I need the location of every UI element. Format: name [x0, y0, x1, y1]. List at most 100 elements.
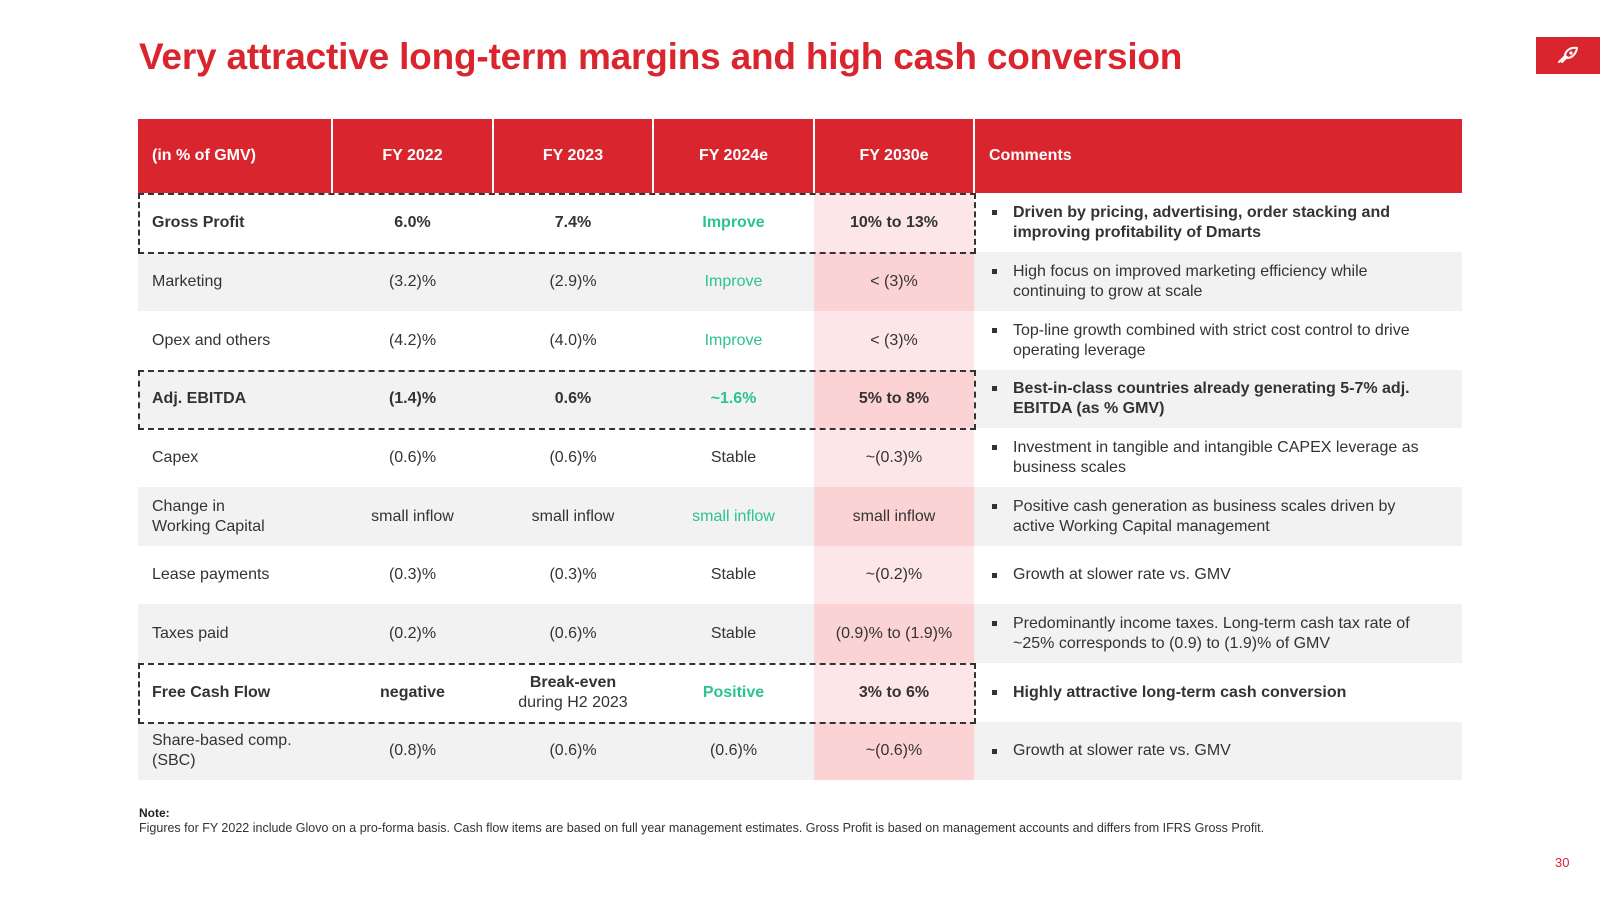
- note-label: Note:: [139, 806, 170, 820]
- page-number: 30: [1555, 855, 1570, 870]
- cell-comment: Positive cash generation as business sca…: [974, 487, 1462, 546]
- cell-fy2023: small inflow: [493, 487, 653, 546]
- row-label-line2: Working Capital: [152, 517, 265, 535]
- header-fy2022: FY 2022: [332, 119, 494, 193]
- table-row-free-cash-flow: Free Cash Flow negative Break-even durin…: [138, 663, 1462, 722]
- row-label: Share-based comp. (SBC): [138, 722, 332, 780]
- table-row-sbc: Share-based comp. (SBC) (0.8)% (0.6)% (0…: [138, 722, 1462, 780]
- cell-fy2022: (0.2)%: [332, 604, 493, 663]
- table-header-row: (in % of GMV) FY 2022 FY 2023 FY 2024e F…: [138, 119, 1462, 193]
- cell-fy2024e: small inflow: [653, 487, 814, 546]
- comment-text: Best-in-class countries already generati…: [1013, 380, 1410, 417]
- cell-fy2030e: 10% to 13%: [814, 193, 974, 252]
- cell-fy2023-line2: during H2 2023: [518, 693, 628, 711]
- cell-comment: Highly attractive long-term cash convers…: [974, 663, 1462, 722]
- cell-fy2023: 7.4%: [554, 213, 592, 231]
- comment-text: Highly attractive long-term cash convers…: [1013, 683, 1347, 701]
- row-label: Free Cash Flow: [152, 683, 271, 701]
- cell-fy2022: negative: [380, 683, 445, 701]
- row-label-line1: Share-based comp.: [152, 732, 292, 749]
- page-title: Very attractive long-term margins and hi…: [139, 36, 1183, 77]
- cell-fy2024e: Positive: [702, 683, 765, 701]
- table-row-capex: Capex (0.6)% (0.6)% Stable ~(0.3)% Inves…: [138, 428, 1462, 487]
- bullet-icon: [992, 690, 997, 695]
- table-row-opex: Opex and others (4.2)% (4.0)% Improve < …: [138, 311, 1462, 370]
- table-row-lease-payments: Lease payments (0.3)% (0.3)% Stable ~(0.…: [138, 546, 1462, 604]
- row-label: Lease payments: [152, 566, 270, 583]
- cell-fy2023: (0.6)%: [493, 604, 653, 663]
- comment-text: High focus on improved marketing efficie…: [1013, 262, 1368, 300]
- cell-fy2023: (0.6)%: [493, 722, 653, 780]
- comment-text: Predominantly income taxes. Long-term ca…: [1013, 614, 1410, 652]
- header-fy2030e: FY 2030e: [814, 119, 975, 193]
- cell-fy2030e: (0.9)% to (1.9)%: [814, 604, 974, 663]
- bullet-icon: [992, 444, 997, 450]
- cell-fy2030e: ~(0.2)%: [814, 546, 974, 604]
- table-row-adj-ebitda: Adj. EBITDA (1.4)% 0.6% ~1.6% 5% to 8% B…: [138, 370, 1462, 428]
- cell-fy2022: (3.2)%: [332, 252, 493, 311]
- cell-comment: High focus on improved marketing efficie…: [974, 252, 1462, 311]
- bullet-icon: [992, 620, 997, 626]
- cell-comment: Driven by pricing, advertising, order st…: [974, 193, 1462, 252]
- cell-comment: Top-line growth combined with strict cos…: [974, 311, 1462, 370]
- financial-margins-table: (in % of GMV) FY 2022 FY 2023 FY 2024e F…: [138, 119, 1462, 780]
- bullet-icon: [992, 503, 997, 509]
- comment-text: Growth at slower rate vs. GMV: [1013, 742, 1231, 759]
- cell-fy2023: (2.9)%: [493, 252, 653, 311]
- cell-fy2024e: (0.6)%: [653, 722, 814, 780]
- comment-text: Positive cash generation as business sca…: [1013, 497, 1396, 535]
- cell-fy2023: (0.6)%: [549, 448, 597, 466]
- cell-comment: Growth at slower rate vs. GMV: [974, 722, 1462, 780]
- row-label: Change in Working Capital: [138, 487, 332, 546]
- bullet-icon: [992, 572, 997, 578]
- table-row-gross-profit: Gross Profit 6.0% 7.4% Improve 10% to 13…: [138, 193, 1462, 252]
- table-row-working-capital: Change in Working Capital small inflow s…: [138, 487, 1462, 546]
- cell-fy2022: (0.6)%: [388, 448, 437, 466]
- row-label: Marketing: [138, 252, 332, 311]
- cell-fy2024e: Improve: [653, 252, 814, 311]
- cell-fy2030e: < (3)%: [814, 252, 974, 311]
- comment-text: Top-line growth combined with strict cos…: [1013, 321, 1410, 359]
- bullet-icon: [992, 748, 997, 754]
- row-label: Taxes paid: [138, 604, 332, 663]
- cell-comment: Growth at slower rate vs. GMV: [974, 546, 1462, 604]
- row-label: Capex: [152, 448, 199, 466]
- header-metric: (in % of GMV): [138, 119, 333, 193]
- cell-fy2023: (4.0)%: [549, 331, 597, 349]
- brand-logo-icon: [1558, 46, 1578, 63]
- header-comments: Comments: [974, 119, 1462, 193]
- row-label: Opex and others: [152, 331, 271, 349]
- cell-fy2023-line1: Break-even: [529, 673, 617, 691]
- cell-fy2022: (1.4)%: [332, 370, 493, 428]
- cell-comment: Best-in-class countries already generati…: [974, 370, 1462, 428]
- comment-text: Driven by pricing, advertising, order st…: [1013, 203, 1390, 241]
- header-fy2024e: FY 2024e: [653, 119, 815, 193]
- cell-fy2030e: small inflow: [814, 487, 974, 546]
- comment-text: Growth at slower rate vs. GMV: [1013, 566, 1231, 583]
- cell-comment: Investment in tangible and intangible CA…: [974, 428, 1462, 487]
- cell-fy2030e: 3% to 6%: [814, 663, 974, 722]
- bullet-icon: [992, 268, 997, 274]
- row-label: Gross Profit: [152, 213, 245, 231]
- cell-fy2022: 6.0%: [394, 213, 431, 231]
- cell-fy2023: Break-even during H2 2023: [493, 663, 653, 722]
- cell-fy2023: (0.3)%: [549, 566, 597, 583]
- cell-fy2030e: < (3)%: [814, 311, 974, 370]
- row-label-line1: Change in: [152, 497, 225, 515]
- table-row-taxes-paid: Taxes paid (0.2)% (0.6)% Stable (0.9)% t…: [138, 604, 1462, 663]
- bullet-icon: [992, 386, 997, 391]
- cell-fy2024e: Stable: [710, 448, 757, 466]
- bullet-icon: [992, 209, 997, 215]
- cell-fy2022: (0.8)%: [332, 722, 493, 780]
- cell-fy2024e: Stable: [710, 566, 757, 583]
- comment-text: Investment in tangible and intangible CA…: [1013, 438, 1419, 476]
- cell-fy2030e: 5% to 8%: [814, 370, 974, 428]
- cell-fy2030e: ~(0.6)%: [814, 722, 974, 780]
- table-row-marketing: Marketing (3.2)% (2.9)% Improve < (3)% H…: [138, 252, 1462, 311]
- cell-fy2022: (0.3)%: [388, 566, 437, 583]
- header-fy2023: FY 2023: [493, 119, 654, 193]
- cell-fy2022: (4.2)%: [388, 331, 437, 349]
- row-label: Adj. EBITDA: [138, 370, 332, 428]
- cell-comment: Predominantly income taxes. Long-term ca…: [974, 604, 1462, 663]
- note-text: Figures for FY 2022 include Glovo on a p…: [139, 821, 1265, 835]
